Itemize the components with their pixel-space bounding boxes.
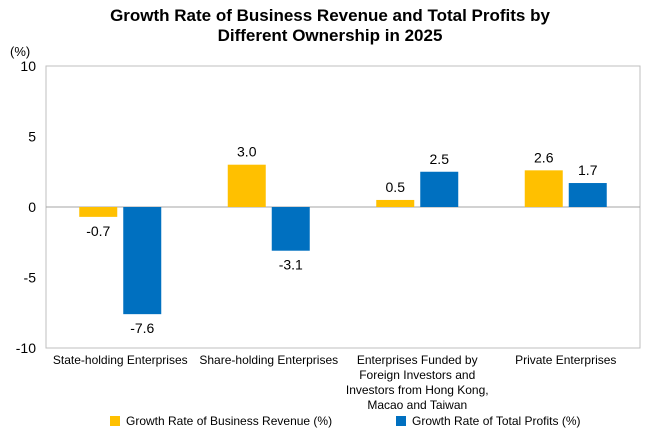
y-axis-unit-label: (%) [10, 44, 31, 59]
data-label: 2.5 [430, 151, 450, 167]
data-label: 3.0 [237, 144, 257, 160]
y-tick-label: 10 [20, 58, 36, 74]
legend-item-revenue: Growth Rate of Business Revenue (%) [110, 414, 332, 428]
x-category-label-line: Private Enterprises [515, 353, 616, 367]
data-label: 2.6 [534, 149, 554, 165]
legend-item-profits: Growth Rate of Total Profits (%) [396, 414, 581, 428]
legend-swatch-profits [396, 416, 406, 426]
data-label: 0.5 [386, 179, 406, 195]
bar-profits [123, 207, 162, 315]
y-tick-label: 5 [28, 129, 36, 145]
x-category-label-line: Enterprises Funded by [357, 353, 478, 367]
chart-title-line-2: Different Ownership in 2025 [217, 26, 443, 45]
data-label: -7.6 [130, 320, 154, 336]
x-category-label-line: Foreign Investors and [359, 368, 475, 382]
bar-revenue [227, 164, 266, 207]
legend-label-revenue: Growth Rate of Business Revenue (%) [126, 414, 333, 428]
legend-swatch-revenue [110, 416, 120, 426]
y-tick-label: -5 [24, 270, 37, 286]
bar-revenue [79, 207, 118, 217]
bar-profits [271, 207, 310, 251]
legend-label-profits: Growth Rate of Total Profits (%) [412, 414, 581, 428]
x-category-label-line: Share-holding Enterprises [199, 353, 338, 367]
legend: Growth Rate of Business Revenue (%) Grow… [0, 414, 660, 434]
x-category-label-line: State-holding Enterprises [53, 353, 188, 367]
x-category-label: Enterprises Funded by Foreign Investors a… [346, 353, 489, 412]
bar-revenue [376, 199, 415, 207]
x-category-label-line: Macao and Taiwan [367, 398, 467, 412]
x-category-label: Private Enterprises [515, 353, 616, 367]
bar-chart: 10 5 0 -5 -10 -0.7 -7.6 State-holding Enterpris… [16, 58, 641, 412]
x-category-label: Share-holding Enterprises [199, 353, 338, 367]
data-label: 1.7 [578, 162, 598, 178]
y-tick-label: 0 [28, 199, 36, 215]
bar-revenue [524, 170, 563, 207]
chart-title-line-1: Growth Rate of Business Revenue and Tota… [110, 6, 550, 25]
data-label: -0.7 [86, 223, 110, 239]
data-label: -3.1 [279, 257, 303, 273]
y-tick-label: -10 [16, 340, 36, 356]
x-category-label-line: Investors from Hong Kong, [346, 383, 489, 397]
chart-title: Growth Rate of Business Revenue and Tota… [0, 6, 660, 46]
x-category-label: State-holding Enterprises [53, 353, 188, 367]
bar-profits [568, 183, 607, 207]
bar-profits [420, 171, 459, 207]
